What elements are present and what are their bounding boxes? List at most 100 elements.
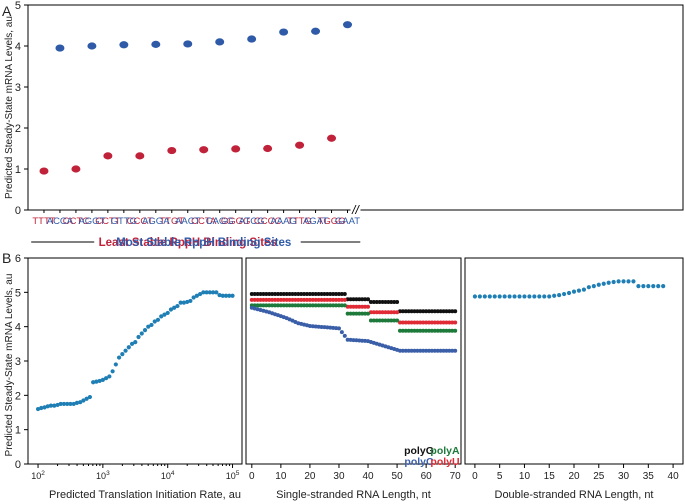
panel-b2-point-polyU: [339, 297, 344, 302]
panel-b3-point: [497, 294, 502, 299]
panel-b1-xtick-base: 10: [31, 471, 41, 481]
panel-b2-point-polyC: [429, 348, 434, 353]
panel-b2-point-polyU: [267, 297, 272, 302]
panel-b2-legend-entry: polyU: [430, 456, 459, 468]
panel-b2-point-polyA: [302, 303, 307, 308]
panel-b2-point-polyG: [392, 299, 397, 304]
panel-b3-point: [656, 284, 661, 289]
panel-a-ytick-label: 0: [15, 205, 21, 217]
panel-a-category-label: AGAT: [303, 216, 328, 227]
panel-b3-point: [626, 279, 631, 284]
panel-b2-point-polyA: [336, 303, 341, 308]
panel-b1-xtick-exp: 2: [41, 470, 45, 477]
panel-a-category-label: GAAT: [335, 216, 360, 227]
panel-b2-point-polyC: [316, 324, 321, 329]
panel-b1-point: [159, 314, 164, 319]
panel-b2-point-polyA: [357, 311, 362, 316]
panel-b2-xtick-label: 30: [333, 471, 345, 482]
panel-b2-point-polyG: [395, 299, 400, 304]
panel-b2-point-polyC: [351, 338, 356, 343]
panel-b1-ytick-label: 6: [15, 253, 21, 265]
panel-b2-point-polyG: [325, 292, 330, 297]
panel-b1-ytick-label: 3: [15, 356, 21, 368]
panel-a-category-label: CCTA: [191, 216, 217, 227]
panel-b1-xtick-label: 104: [161, 470, 175, 481]
panel-b3-point: [477, 294, 482, 299]
panel-a-point: [167, 146, 177, 155]
panel-a-category-label: AAAG: [270, 216, 296, 227]
panel-b2-point-polyU: [302, 297, 307, 302]
panel-b2-point-polyG: [328, 292, 333, 297]
panel-b1-point: [78, 400, 83, 405]
panel-b2-xtick-label: 10: [275, 471, 287, 482]
panel-b2-point-polyA: [345, 311, 350, 316]
panel-b2-point-polyG: [400, 309, 405, 314]
panel-a-category-label: TGGG: [318, 216, 346, 227]
panel-b2-point-polyU: [252, 297, 257, 302]
panel-b3-point: [472, 294, 478, 299]
panel-b2-point-polyC: [424, 348, 429, 353]
panel-b1-point: [165, 310, 170, 316]
panel-b2-point-polyA: [429, 328, 434, 333]
panel-b3-point: [537, 294, 542, 299]
panel-b2-point-polyA: [252, 303, 257, 308]
panel-b2-point-polyA: [342, 303, 347, 308]
panel-b2-xtick-label: 20: [304, 471, 316, 482]
panel-b2-point-polyG: [287, 292, 292, 297]
panel-a-category-label: CCTT: [95, 216, 121, 227]
panel-b1-point: [210, 290, 216, 295]
panel-b2-point-polyA: [299, 303, 304, 308]
panel-b2-point-polyA: [258, 303, 263, 308]
panel-b1-ytick-label: 4: [15, 322, 21, 334]
panel-b2-point-polyU: [278, 297, 283, 302]
panel-b2-point-polyU: [392, 310, 397, 315]
panel-b2-point-polyU: [432, 320, 437, 325]
panel-b1-point: [48, 403, 54, 408]
panel-b2-point-polyC: [397, 348, 402, 353]
panel-b1-point: [168, 307, 174, 312]
panel-b2-point-polyU: [374, 310, 379, 315]
panel-b2-point-polyC: [441, 348, 446, 353]
panel-b1-xtick-exp: 3: [106, 470, 110, 477]
panel-b2-point-polyG: [305, 292, 310, 297]
panel-b2-point-polyU: [400, 320, 405, 325]
panel-b1-point: [81, 398, 86, 403]
panel-b2-point-polyU: [450, 320, 455, 325]
panel-a-category-label: CCCT: [127, 216, 154, 227]
panel-b3-point: [661, 284, 666, 289]
panel-b2-point-polyA: [334, 303, 339, 308]
panel-b3-point: [616, 279, 621, 284]
panel-b1-xtick-exp: 5: [236, 470, 240, 477]
panel-b2-point-polyU: [389, 310, 394, 315]
panel-a-point: [343, 21, 353, 29]
panel-b1-point: [178, 300, 183, 305]
panel-b2-point-polyA: [319, 303, 324, 308]
panel-b3-xtick-label: 40: [668, 471, 680, 482]
panel-b3-point: [492, 294, 497, 299]
panel-b2-point-polyU: [322, 297, 327, 302]
panel-a-ytick-label: 5: [15, 0, 21, 12]
panel-b3-point: [517, 294, 522, 299]
panel-b2-point-polyA: [270, 303, 275, 308]
panel-a-point: [39, 167, 49, 175]
panel-b3-xtick-label: 15: [544, 471, 556, 482]
panel-b2-point-polyU: [357, 304, 362, 309]
panel-b2-point-polyA: [261, 303, 266, 308]
panel-b2-point-polyG: [313, 292, 318, 297]
panel-b2-point-polyU: [325, 297, 330, 302]
panel-b2-point-polyC: [345, 337, 350, 342]
panel-b3-point: [571, 289, 577, 294]
panel-b3-point: [646, 284, 651, 289]
panel-b2-point-polyG: [258, 292, 263, 297]
panel-b2-point-polyU: [307, 297, 312, 302]
panel-b2-point-polyU: [249, 297, 254, 302]
panel-b2-point-polyA: [450, 328, 455, 333]
panel-b2-point-polyC: [447, 348, 452, 353]
panel-b2-point-polyC: [310, 324, 315, 329]
panel-b2-point-polyU: [427, 320, 432, 325]
panel-b2-point-polyU: [290, 297, 295, 302]
panel-b1-xtick-label: 105: [226, 470, 240, 481]
panel-b1-point: [61, 401, 67, 407]
panel-b1-xtick-base: 10: [161, 471, 171, 481]
panel-b2-point-polyA: [447, 328, 452, 333]
